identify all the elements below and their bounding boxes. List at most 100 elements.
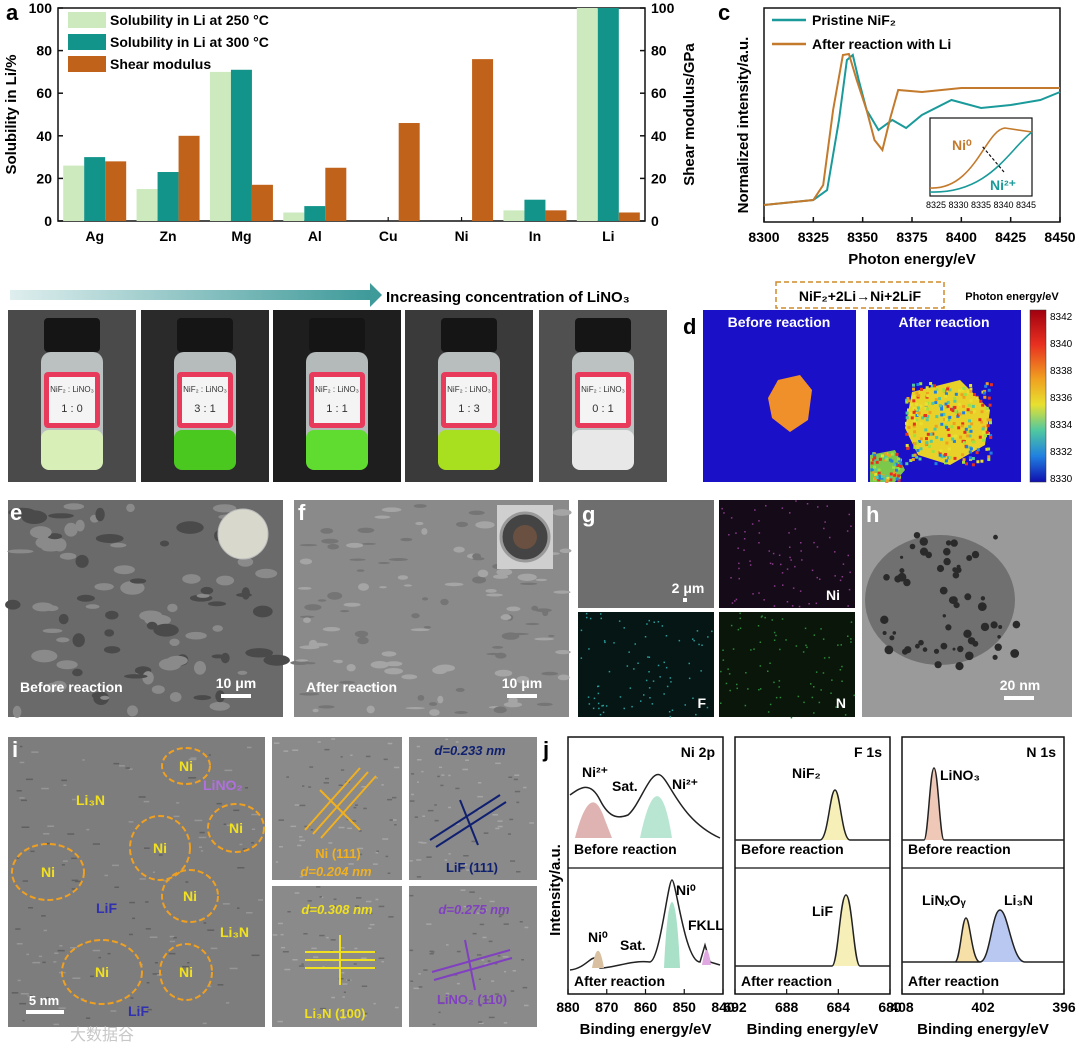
eds-signal-dot (779, 696, 782, 699)
sem-texture (361, 542, 377, 545)
x-tick-label: In (529, 228, 541, 244)
sem-texture (454, 711, 468, 714)
inset-lattice (274, 742, 280, 744)
xps-n-before-label: LiNO₃ (940, 767, 980, 783)
map-pixel (893, 469, 897, 473)
map-pixel (975, 451, 979, 455)
eds-n-label: N (836, 695, 846, 711)
hrtem-lattice (147, 1008, 152, 1011)
inset-lattice (333, 898, 337, 900)
tem-nanoparticle (994, 643, 1002, 651)
inset-lattice (508, 776, 513, 778)
eds-signal-dot (588, 703, 591, 705)
hrtem-lattice (129, 901, 135, 904)
map-pixel (913, 453, 917, 457)
sem-texture (56, 660, 78, 670)
eds-signal-dot (727, 668, 729, 670)
map-pixel (962, 395, 966, 399)
concentration-arrow-head (370, 283, 382, 307)
inset-lattice (317, 741, 321, 743)
map-pixel (912, 422, 916, 426)
inset-lattice (345, 1012, 351, 1014)
x-axis-label: Photon energy/eV (848, 251, 976, 268)
eds-n-map (719, 612, 855, 717)
map-pixel (926, 432, 930, 436)
hrtem-lattice (72, 977, 81, 979)
sem-texture (298, 587, 312, 590)
eds-signal-dot (692, 697, 694, 699)
eds-signal-dot (730, 517, 733, 519)
sem-texture (263, 654, 290, 666)
inset-lattice (351, 820, 357, 822)
y2-tick-label: 0 (651, 213, 659, 229)
hrtem-lattice (16, 857, 20, 859)
sem-texture (432, 666, 448, 675)
sem-texture (496, 568, 513, 576)
eds-signal-dot (791, 605, 794, 607)
eds-signal-dot (721, 507, 723, 510)
eds-signal-dot (722, 649, 724, 651)
tem-nanoparticle (980, 596, 986, 601)
xps-after-label: After reaction (741, 973, 832, 989)
inset-lattice (347, 827, 352, 830)
chart-c: 8300 8325 8350 8375 8400 8425 8450 Photon energ… (735, 7, 1076, 268)
inset-lattice (409, 894, 414, 897)
eds-signal-dot (810, 683, 812, 685)
eds-signal-dot (597, 702, 600, 705)
map-pixel (894, 468, 898, 472)
inset-lattice (411, 793, 414, 796)
map-pixel (897, 467, 901, 470)
map-pixel (915, 407, 919, 411)
hrtem-lattice (251, 954, 260, 957)
hrtem-lattice (17, 979, 21, 982)
map-pixel (940, 437, 943, 441)
eds-signal-dot (771, 563, 774, 565)
hrtem-lattice (20, 993, 29, 995)
y2-tick-label: 80 (651, 43, 667, 59)
eds-signal-dot (850, 525, 852, 527)
inset-lattice (502, 956, 509, 958)
inset-lattice (292, 959, 298, 961)
map-pixel (905, 411, 909, 415)
eds-signal-dot (839, 579, 842, 582)
tem-nanoparticle (990, 621, 998, 629)
tem-nanoparticle (952, 571, 960, 579)
eds-signal-dot (587, 696, 590, 698)
hrtem-lattice (207, 929, 215, 931)
panel-e: e Before reaction 10 μm (5, 500, 290, 718)
eds-signal-dot (823, 527, 825, 530)
inset-lattice (388, 916, 394, 918)
eds-signal-dot (597, 685, 600, 687)
map-pixel (946, 400, 950, 404)
eds-signal-dot (743, 549, 745, 551)
map-pixel (952, 439, 956, 443)
inset-lattice (516, 801, 520, 804)
eds-signal-dot (850, 638, 852, 640)
eds-signal-dot (601, 705, 603, 707)
map-pixel (931, 401, 935, 405)
inset-lattice (441, 745, 444, 747)
map-pixel (877, 468, 881, 472)
hrtem-lattice (86, 828, 90, 831)
ni-region-outline (161, 869, 219, 923)
inset-lattice (308, 786, 312, 788)
vial-label-ratio: 0 : 1 (592, 403, 613, 415)
inset-lattice (492, 814, 498, 816)
map-pixel (884, 452, 888, 456)
hrtem-lattice (63, 784, 67, 786)
map-pixel (947, 433, 951, 437)
map-pixel (905, 444, 909, 447)
hrtem-lattice (154, 962, 158, 964)
map-pixel (915, 455, 919, 459)
map-pixel (934, 424, 938, 428)
eds-signal-dot (728, 534, 730, 536)
map-pixel (947, 418, 951, 422)
inset-lattice (325, 777, 329, 780)
hrtem-lattice (19, 797, 25, 799)
inset-lattice (365, 755, 371, 758)
tem-nanoparticle (997, 635, 1001, 639)
map-pixel (931, 450, 935, 453)
inset-after-curve (929, 127, 1033, 189)
hrtem-lattice (112, 864, 119, 867)
hrtem-lattice (239, 843, 243, 846)
